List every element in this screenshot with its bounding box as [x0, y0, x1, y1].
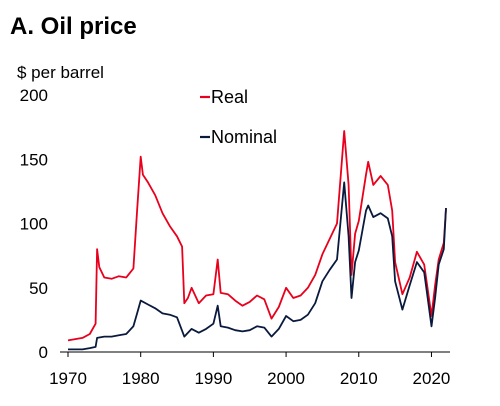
series-line-real	[67, 130, 447, 342]
legend: Real Nominal	[200, 87, 277, 147]
legend-label-real: Real	[211, 87, 248, 107]
x-tick-labels: 1970 1980 1990 2000 2010 2020	[49, 369, 450, 388]
y-tick-label-0: 0	[39, 343, 48, 362]
x-tick-label-2010: 2010	[340, 369, 378, 388]
x-tick-label-1970: 1970	[49, 369, 87, 388]
legend-label-nominal: Nominal	[211, 127, 277, 147]
series-lines	[67, 130, 447, 351]
y-tick-labels: 0 50 100 150 200	[20, 86, 48, 362]
y-axis-label: $ per barrel	[17, 63, 104, 82]
x-tick-label-2000: 2000	[267, 369, 305, 388]
y-tick-label-150: 150	[20, 150, 48, 169]
y-tick-label-200: 200	[20, 86, 48, 105]
y-tick-label-100: 100	[20, 215, 48, 234]
y-tick-label-50: 50	[29, 279, 48, 298]
series-line-nominal	[68, 181, 447, 351]
x-tick-marks	[67, 352, 432, 357]
x-tick-label-2020: 2020	[413, 369, 451, 388]
x-tick-label-1990: 1990	[194, 369, 232, 388]
chart-title: A. Oil price	[10, 13, 137, 40]
x-tick-label-1980: 1980	[122, 369, 160, 388]
